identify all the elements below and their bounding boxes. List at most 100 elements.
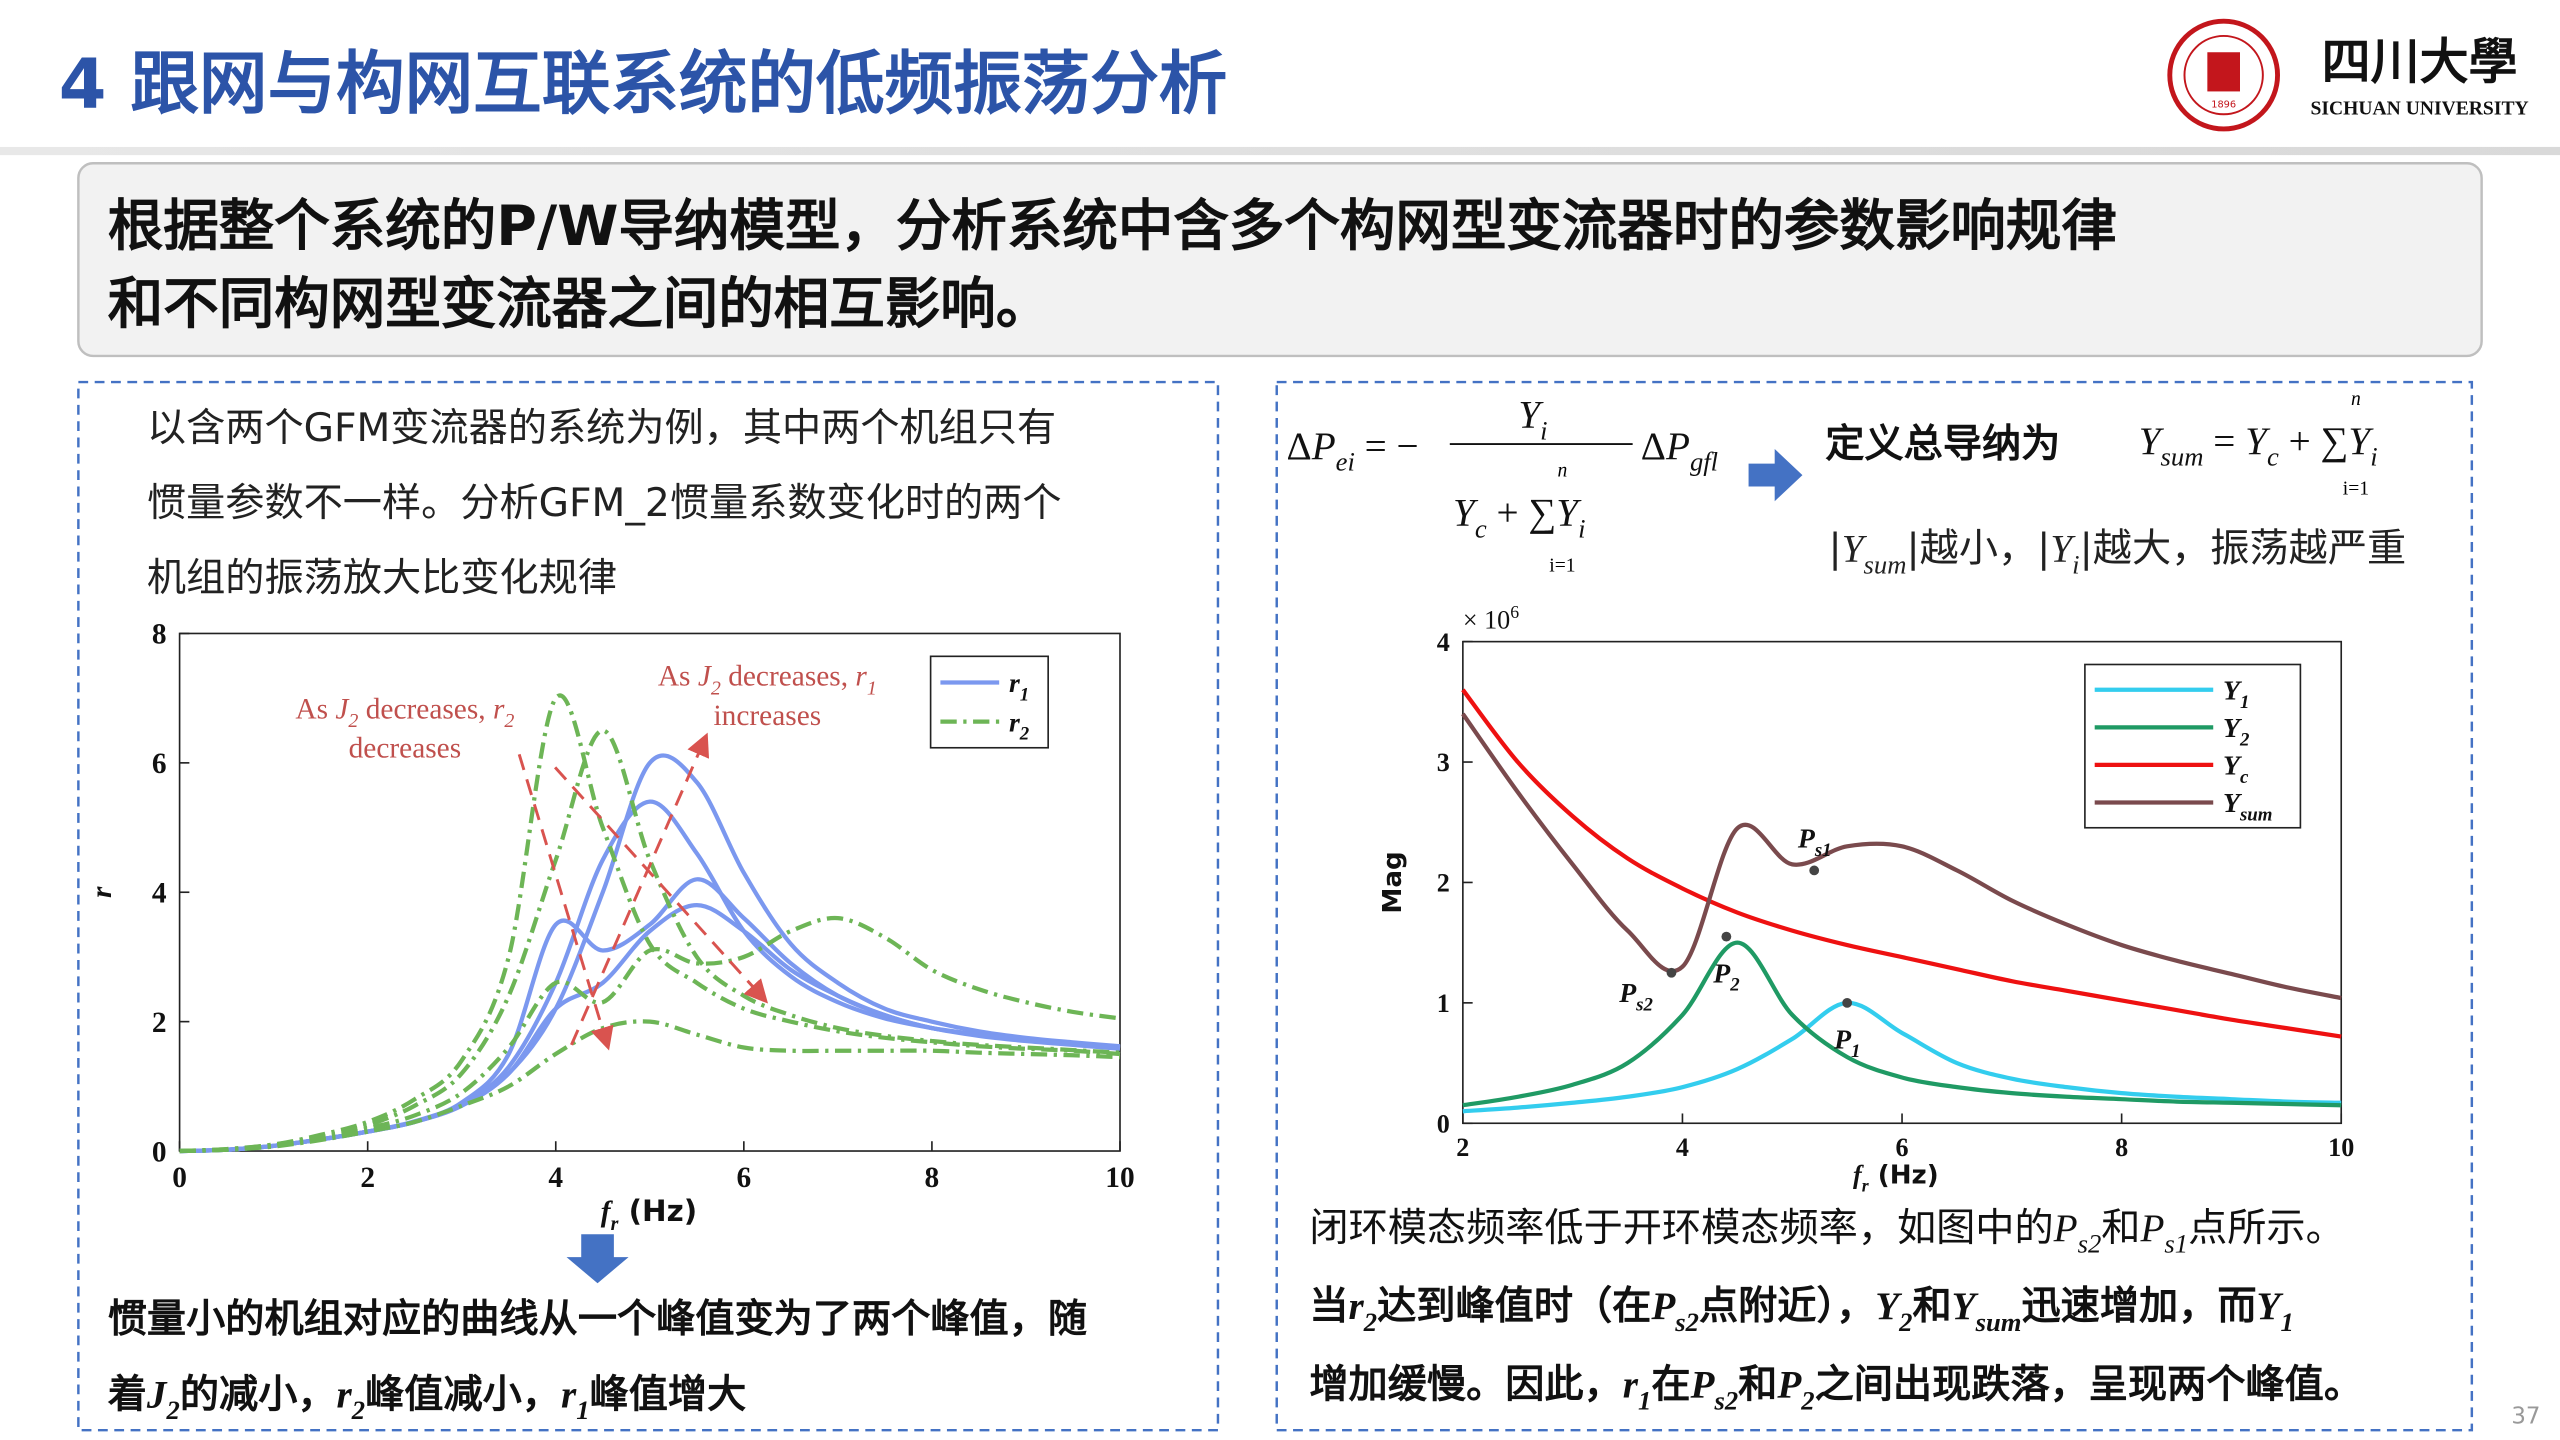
slide-title: 4 跟网与构网互联系统的低频振荡分析: [59, 45, 1228, 125]
logo-name: 四川大學: [2322, 34, 2518, 89]
annotation: increases: [714, 700, 822, 732]
seal-year: 1896: [2211, 100, 2236, 111]
y-tick-label: 6: [152, 748, 167, 780]
curve: [179, 728, 1121, 1154]
y-tick-label: 1: [1437, 989, 1450, 1018]
text-span: sum: [1864, 549, 1907, 579]
text-span: 2: [504, 710, 514, 732]
text-span: Y: [2223, 788, 2243, 819]
legend-label: r1: [1009, 668, 1029, 705]
text-span: 的减小，: [180, 1372, 337, 1417]
text-span: r: [855, 661, 867, 693]
text-span: r: [1623, 1364, 1639, 1407]
text-span: 6: [1510, 602, 1519, 622]
point-marker: [1666, 967, 1677, 978]
x-tick-label: 6: [1896, 1133, 1909, 1162]
text-span: s2: [2078, 1229, 2102, 1259]
text-span: i: [1578, 513, 1585, 543]
text-span: 惯量小的机组对应的曲线从一个峰值变为了两个峰值，随: [108, 1297, 1087, 1342]
legend-label: Y1: [2223, 676, 2249, 713]
banner-line: 和不同构网型变流器之间的相互影响。: [108, 272, 1052, 337]
text-span: 2: [711, 678, 721, 700]
text-span: Y: [2223, 676, 2243, 707]
text-span: 峰值增大: [590, 1372, 747, 1417]
text-span: 当: [1309, 1284, 1348, 1329]
y-axis-label: r: [86, 886, 118, 898]
legend-label: Ysum: [2223, 788, 2272, 825]
seal: [2167, 18, 2280, 132]
legend-label: Yc: [2223, 751, 2249, 788]
text-span: P: [1618, 978, 1637, 1009]
text-span: P: [1650, 1285, 1676, 1328]
text-span: 2: [1898, 1307, 1912, 1337]
text-span: i: [2370, 442, 2377, 472]
curve: [179, 903, 1121, 1154]
text-span: = −: [1355, 425, 1419, 468]
text-span: decreases: [349, 733, 462, 765]
text-span: 1: [1638, 1385, 1651, 1415]
point-marker: [1809, 865, 1820, 876]
text-span: P: [2139, 1207, 2164, 1250]
annotation-arrow: [570, 732, 710, 1046]
y-axis-label: Mag: [1378, 851, 1408, 913]
text-span: Y: [1875, 1285, 1902, 1328]
banner-box: [77, 162, 2483, 358]
text-span: P: [1797, 824, 1816, 855]
text-span: P: [1690, 1364, 1716, 1407]
x-tick-label: 10: [2328, 1133, 2354, 1162]
logo-english: SICHUAN UNIVERSITY: [2311, 98, 2529, 119]
text-span: 点附近），: [1699, 1284, 1875, 1329]
text-span: 闭环模态频率低于开环模态频率，如图中的: [1309, 1206, 2053, 1251]
text-span: 1: [1851, 1041, 1860, 1062]
text-span: Y: [2223, 751, 2243, 782]
y-tick-label: 2: [1437, 869, 1450, 898]
text-span: decreases,: [358, 693, 493, 725]
text-span: P: [2053, 1207, 2078, 1250]
text-span: P: [1665, 425, 1690, 468]
text-span: 在: [1651, 1363, 1690, 1408]
text-span: 峰值减小，: [365, 1372, 561, 1417]
text-span: r: [611, 1213, 619, 1235]
right-arrow: [1748, 448, 1803, 502]
text-span: Δ: [1641, 425, 1666, 468]
text-span: 点所示。: [2188, 1206, 2345, 1251]
sum-lower: i=1: [2343, 479, 2369, 500]
text-span: 2: [1363, 1307, 1377, 1337]
curve: [1461, 712, 2342, 1001]
text-span: c: [1475, 513, 1487, 543]
conclusion-line: 增加缓慢。因此，r1在Ps2和P2之间出现跌落，呈现两个峰值。: [1309, 1363, 2363, 1416]
formula-part: Yi: [1518, 394, 1547, 446]
text-span: Y: [2257, 1285, 2284, 1328]
text-span: 达到峰值时（在: [1377, 1284, 1651, 1329]
x-tick-label: 10: [1105, 1162, 1134, 1194]
text-span: ∑: [1528, 492, 1556, 535]
point-label: P2: [1712, 958, 1739, 995]
text-span: 和: [1913, 1284, 1952, 1329]
text-span: Mag: [1378, 851, 1408, 913]
sum-upper: n: [1558, 461, 1568, 482]
text-span: 2: [166, 1395, 180, 1425]
text-span: c: [2267, 442, 2279, 472]
x-axis-label: fr (Hz): [1853, 1161, 1939, 1196]
intro-line: 以含两个GFM变流器的系统为例，其中两个机组只有: [147, 406, 1056, 451]
y-tick-label: 4: [1437, 628, 1450, 657]
curve: [1462, 1000, 2342, 1114]
text-span: Y: [1842, 528, 1868, 571]
text-span: ei: [1336, 447, 1355, 477]
formula-part: ΔPgfl: [1641, 425, 1718, 477]
formula-part: Yc + ∑Yi: [1453, 492, 1585, 544]
text-span: P: [1712, 958, 1731, 989]
text-span: 2: [1729, 975, 1739, 996]
text-span: Δ: [1287, 425, 1312, 468]
text-span: sum: [2161, 442, 2204, 472]
y-tick-label: 0: [152, 1136, 167, 1168]
annotation: decreases: [349, 733, 462, 765]
x-tick-label: 4: [1676, 1133, 1689, 1162]
text-span: 着: [108, 1372, 147, 1417]
curve: [179, 693, 1121, 1154]
x-tick-label: 2: [360, 1162, 375, 1194]
down-arrow: [566, 1234, 629, 1284]
curve: [179, 1019, 1121, 1154]
text-span: P: [1776, 1364, 1802, 1407]
